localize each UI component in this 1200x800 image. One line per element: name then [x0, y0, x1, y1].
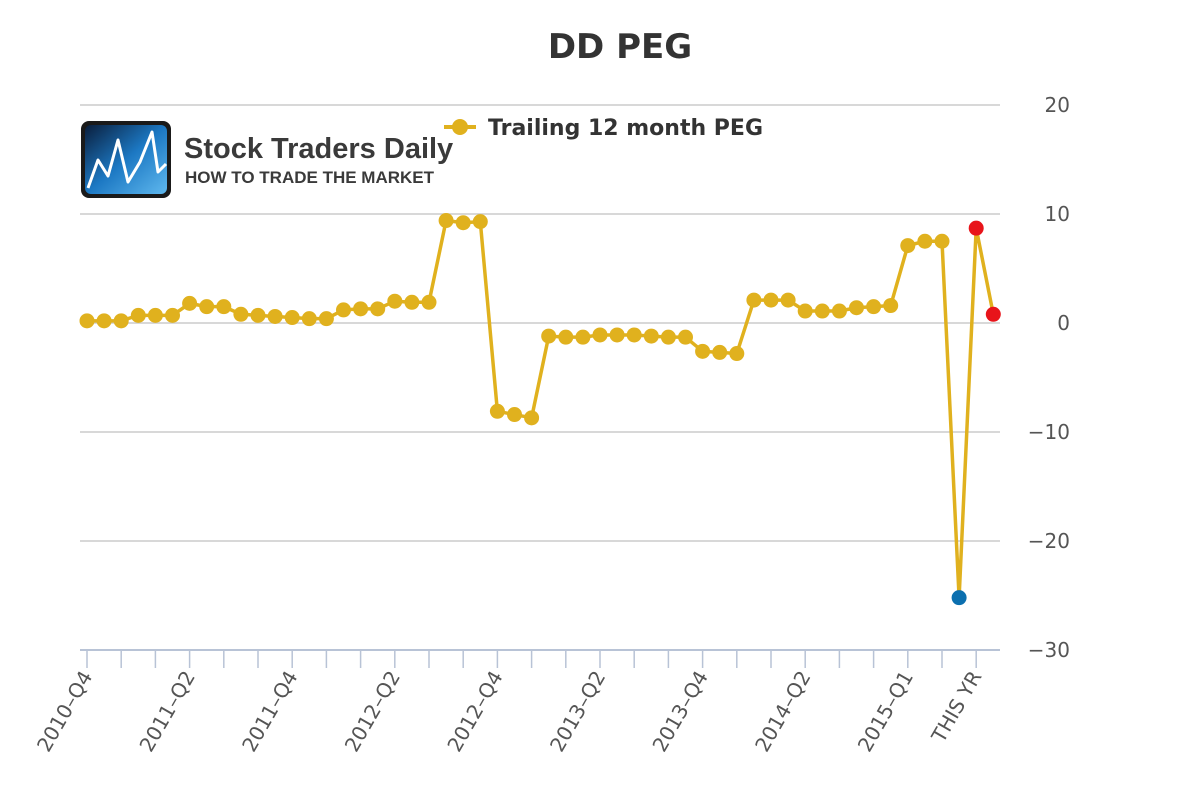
- x-tick-label: 2011–Q4: [237, 667, 302, 756]
- y-tick-label: 0: [1057, 311, 1070, 335]
- data-point: [79, 313, 95, 329]
- y-tick-label: 20: [1045, 93, 1070, 117]
- data-point: [541, 328, 557, 344]
- data-point: [250, 307, 266, 323]
- data-point: [182, 295, 198, 311]
- data-point: [96, 313, 112, 329]
- data-point: [284, 310, 300, 326]
- logo-name: Stock Traders Daily: [184, 133, 453, 165]
- y-axis: 20 10 0 −10 −20 −30: [1028, 93, 1070, 662]
- data-point: [233, 306, 249, 322]
- data-point: [746, 292, 762, 308]
- data-point: [609, 327, 625, 343]
- x-tick-label: 2014–Q2: [750, 667, 815, 756]
- legend-label: Trailing 12 month PEG: [488, 116, 763, 141]
- y-tick-label: −20: [1028, 529, 1070, 553]
- y-tick-label: −10: [1028, 420, 1070, 444]
- data-point: [575, 329, 591, 345]
- data-point: [387, 293, 403, 309]
- x-tick-label: 2012–Q2: [340, 667, 405, 756]
- data-point: [968, 220, 984, 236]
- data-point: [660, 329, 676, 345]
- data-point: [951, 590, 967, 606]
- data-point: [507, 407, 522, 423]
- data-point: [130, 307, 146, 323]
- data-point: [472, 214, 488, 230]
- data-point: [797, 303, 813, 319]
- stock-chart-logo-icon: [81, 121, 171, 198]
- data-point: [814, 303, 830, 319]
- x-tick-label: 2013–Q2: [545, 667, 610, 756]
- data-point: [353, 301, 369, 317]
- data-point: [199, 299, 215, 315]
- legend: Trailing 12 month PEG: [444, 116, 763, 141]
- data-point: [336, 302, 351, 318]
- data-point: [985, 306, 1001, 322]
- data-point: [883, 298, 899, 314]
- stock-traders-daily-logo: Stock Traders Daily HOW TO TRADE THE MAR…: [81, 121, 453, 198]
- x-axis: 2010–Q4 2011–Q2 2011–Q4 2012–Q2 2012–Q4 2013–…: [32, 649, 1000, 756]
- x-tick-label: 2010–Q4: [32, 667, 97, 756]
- y-tick-label: 10: [1045, 202, 1070, 226]
- data-point: [113, 313, 129, 329]
- data-point: [934, 233, 950, 249]
- data-point: [147, 307, 163, 323]
- data-point: [438, 213, 454, 229]
- data-point: [489, 403, 505, 419]
- data-point: [318, 311, 334, 327]
- chart-title: DD PEG: [548, 27, 692, 67]
- data-point: [643, 328, 659, 344]
- x-tick-label: 2011–Q2: [134, 667, 199, 756]
- data-point: [404, 294, 420, 310]
- data-point: [165, 307, 180, 323]
- data-point: [592, 327, 608, 343]
- x-tick-label: THIS YR: [926, 666, 986, 747]
- data-point: [831, 303, 847, 319]
- data-point: [695, 343, 711, 359]
- legend-marker: [452, 119, 468, 135]
- data-point: [455, 215, 471, 231]
- data-point: [421, 294, 437, 310]
- data-point: [301, 311, 317, 327]
- data-point: [917, 233, 933, 249]
- series-trailing-peg: [79, 213, 1001, 606]
- logo-tagline: HOW TO TRADE THE MARKET: [185, 168, 435, 187]
- data-point: [763, 292, 779, 308]
- x-tick-label: 2012–Q4: [442, 667, 507, 756]
- data-point: [216, 299, 232, 315]
- y-tick-label: −30: [1028, 638, 1070, 662]
- data-point: [524, 410, 540, 426]
- x-tick-label: 2015–Q1: [853, 667, 918, 756]
- data-point: [558, 329, 574, 345]
- x-tick-label: 2013–Q4: [647, 667, 712, 756]
- data-point: [678, 329, 693, 345]
- data-point: [866, 299, 882, 315]
- data-point: [729, 346, 745, 362]
- data-point: [370, 301, 386, 317]
- data-point: [626, 327, 642, 343]
- data-point: [900, 238, 916, 254]
- data-point: [267, 308, 283, 324]
- data-point: [849, 300, 864, 316]
- data-point: [780, 292, 796, 308]
- data-point: [712, 344, 728, 360]
